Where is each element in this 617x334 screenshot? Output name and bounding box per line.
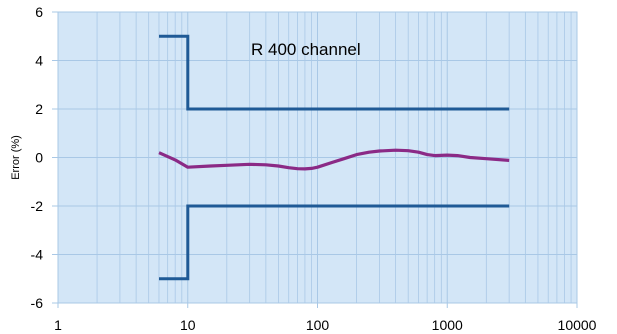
chart-annotation: R 400 channel — [251, 40, 361, 59]
x-tick-label: 1 — [54, 317, 62, 333]
x-tick-label: 1000 — [432, 317, 463, 333]
y-axis-label: Error (%) — [10, 135, 22, 180]
y-tick-label: -4 — [31, 247, 44, 263]
x-tick-label: 10000 — [558, 317, 597, 333]
y-tick-label: 0 — [35, 150, 43, 166]
x-tick-label: 100 — [306, 317, 330, 333]
x-tick-labels: 1 10 100 1000 10000 — [54, 317, 597, 333]
y-tick-label: 2 — [35, 101, 43, 117]
upper-limit-line — [159, 34, 510, 111]
series-layer — [158, 34, 510, 281]
measured-line — [158, 148, 510, 171]
y-tick-labels: 6 4 2 0 -2 -4 -6 — [31, 4, 44, 311]
lower-limit-line — [159, 204, 510, 281]
y-tick-label: 4 — [35, 53, 43, 69]
y-tick-label: -6 — [31, 295, 44, 311]
y-tick-label: -2 — [31, 198, 44, 214]
y-tick-label: 6 — [35, 4, 43, 20]
x-tick-label: 10 — [180, 317, 196, 333]
